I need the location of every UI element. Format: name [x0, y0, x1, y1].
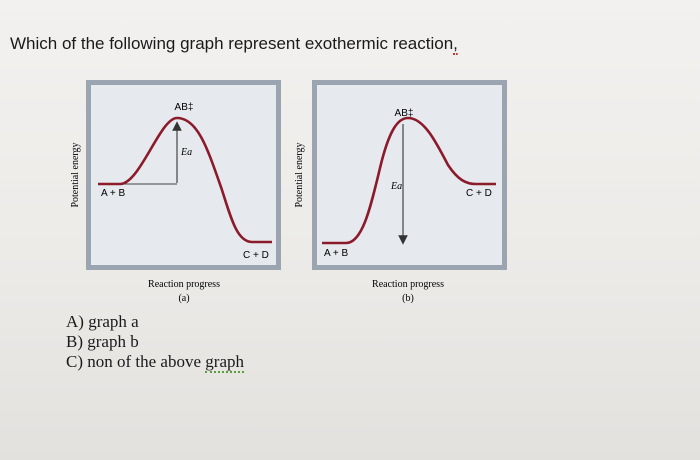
graph-b-panel: [317, 85, 502, 265]
option-c-letter: C): [66, 352, 83, 371]
option-c[interactable]: C) non of the above graph: [66, 352, 244, 373]
graph-b-ea-label: Ea: [390, 181, 402, 192]
graph-b-peak-label: AB‡: [395, 108, 414, 119]
graph-b: AB‡ Ea A + B C + D Potential energy Reac…: [294, 80, 507, 304]
graph-b-x-axis-label: Reaction progress: [372, 279, 444, 290]
option-c-text: non of the above: [87, 352, 202, 371]
graph-b-reactant-label: A + B: [324, 248, 349, 259]
option-b[interactable]: B) graph b: [66, 332, 244, 352]
graph-a-energy-curve: [98, 116, 272, 244]
option-c-underlined-word: graph: [205, 352, 244, 373]
option-b-text: graph b: [87, 332, 139, 351]
graph-b-y-axis-label: Potential energy: [294, 142, 305, 207]
question-tail: ,: [453, 34, 458, 55]
graph-a-y-axis-label: Potential energy: [70, 142, 81, 207]
answer-options: A) graph a B) graph b C) non of the abov…: [66, 312, 244, 373]
option-a-letter: A): [66, 312, 84, 331]
question-text: Which of the following graph represent e…: [10, 34, 458, 55]
graph-b-energy-curve: [322, 116, 496, 245]
option-a[interactable]: A) graph a: [66, 312, 244, 332]
graph-a-caption: (a): [178, 293, 189, 304]
graph-a: AB‡ Ea A + B C + D Potential energy Reac…: [70, 80, 281, 304]
option-b-letter: B): [66, 332, 83, 351]
graph-a-x-axis-label: Reaction progress: [148, 279, 220, 290]
option-a-text: graph a: [88, 312, 139, 331]
graph-a-panel: [91, 85, 276, 265]
question-body: Which of the following graph represent e…: [10, 34, 454, 53]
graph-b-product-label: C + D: [466, 188, 492, 199]
graph-a-ea-label: Ea: [180, 147, 192, 158]
graph-b-caption: (b): [402, 293, 414, 304]
graph-a-peak-label: AB‡: [175, 102, 194, 113]
graph-a-reactant-label: A + B: [101, 188, 126, 199]
graph-a-product-label: C + D: [243, 250, 269, 261]
